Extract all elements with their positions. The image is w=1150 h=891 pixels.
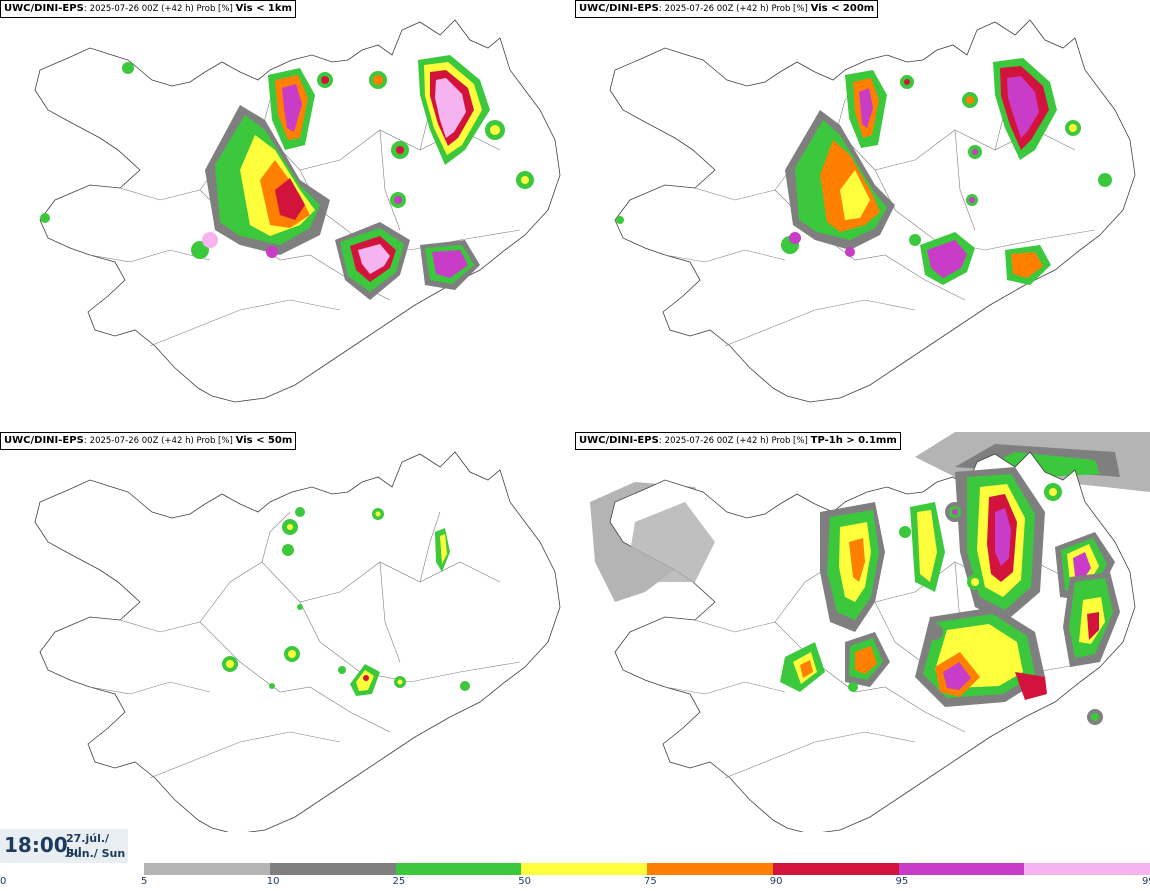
iceland-map — [34, 19, 561, 403]
probability-field — [630, 467, 1120, 725]
probability-field — [40, 55, 534, 300]
map-panel-vis-200m: UWC/DINI-EPS: 2025-07-26 00Z (+42 h) Pro… — [575, 0, 1150, 432]
valid-time-box: 18:00 27.júl./ Jul Sun./ Sun — [0, 829, 128, 863]
legend-swatch — [898, 863, 1025, 875]
legend-tick-label: 90 — [769, 876, 783, 887]
legend-tick-label: 99 — [1142, 876, 1150, 887]
legend-tick-label: 10 — [266, 876, 280, 887]
legend-swatch — [1024, 863, 1150, 875]
probability-field — [222, 507, 470, 696]
color-legend — [144, 863, 1150, 875]
valid-time: 18:00 — [4, 833, 68, 857]
iceland-map — [590, 432, 1150, 832]
iceland-map — [34, 451, 561, 832]
iceland-map — [609, 19, 1136, 403]
panel-title: UWC/DINI-EPS: 2025-07-26 00Z (+42 h) Pro… — [0, 0, 296, 18]
legend-tick-label: 25 — [392, 876, 406, 887]
map-panel-tp-1h: UWC/DINI-EPS: 2025-07-26 00Z (+42 h) Pro… — [575, 432, 1150, 864]
legend-swatch — [521, 863, 647, 875]
legend-swatch — [269, 863, 396, 875]
probability-field — [616, 58, 1112, 285]
valid-day: Sun./ Sun — [66, 847, 126, 860]
legend-tick-label: 0 — [0, 876, 7, 887]
panel-title: UWC/DINI-EPS: 2025-07-26 00Z (+42 h) Pro… — [575, 432, 901, 450]
map-panel-vis-1km: UWC/DINI-EPS: 2025-07-26 00Z (+42 h) Pro… — [0, 0, 575, 432]
valid-date: 27.júl./ Jul — [66, 832, 110, 858]
legend-swatch — [772, 863, 899, 875]
panel-title: UWC/DINI-EPS: 2025-07-26 00Z (+42 h) Pro… — [575, 0, 879, 18]
legend-tick-label: 50 — [518, 876, 531, 887]
legend-tick-label: 95 — [895, 876, 909, 887]
legend-swatch — [395, 863, 522, 875]
legend-swatch — [647, 863, 773, 875]
legend-swatch — [144, 863, 270, 875]
legend-tick-label: 75 — [644, 876, 657, 887]
map-panel-vis-50m: UWC/DINI-EPS: 2025-07-26 00Z (+42 h) Pro… — [0, 432, 575, 864]
legend-tick-label: 5 — [141, 876, 148, 887]
panel-title: UWC/DINI-EPS: 2025-07-26 00Z (+42 h) Pro… — [0, 432, 297, 450]
